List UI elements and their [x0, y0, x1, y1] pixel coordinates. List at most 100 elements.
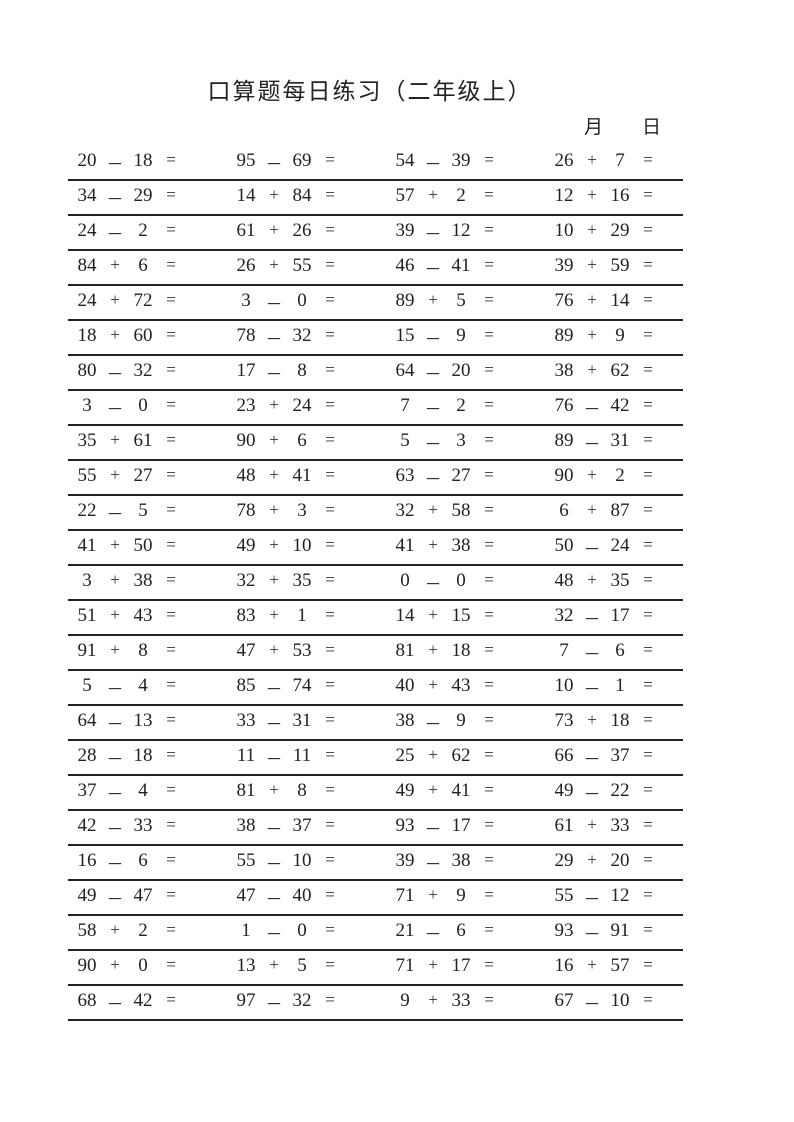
- operand-a: 42: [77, 815, 97, 836]
- operand-a: 34: [77, 185, 97, 206]
- equals-sign: =: [484, 255, 494, 274]
- equals-sign: =: [325, 430, 335, 449]
- operand-b: 9: [456, 710, 466, 731]
- operator: +: [587, 255, 597, 274]
- equals-sign: =: [166, 640, 176, 659]
- problem-row: 42 － 33 = 38 － 37 = 93 － 17 = 61 +33 =: [68, 809, 683, 846]
- equals-sign: =: [325, 710, 335, 729]
- operator: －: [106, 715, 124, 734]
- equals-sign: =: [325, 815, 335, 834]
- operand-a: 10: [554, 675, 574, 696]
- equals-sign: =: [484, 605, 494, 624]
- equals-sign: =: [643, 535, 653, 554]
- equals-sign: =: [484, 850, 494, 869]
- equals-sign: =: [325, 395, 335, 414]
- operator: －: [106, 225, 124, 244]
- operator: －: [265, 715, 283, 734]
- problem-row: 18 +60 = 78 － 32 = 15 － 9 = 89 +9 =: [68, 319, 683, 356]
- equals-sign: =: [484, 745, 494, 764]
- operand-b: 2: [456, 395, 466, 416]
- operand-a: 68: [77, 990, 97, 1011]
- operand-b: 18: [451, 640, 471, 661]
- operator: +: [587, 570, 597, 589]
- operand-b: 1: [297, 605, 307, 626]
- operand-b: 62: [610, 360, 630, 381]
- problem-row: 84 +6 = 26 +55 = 46 － 41 = 39 +59 =: [68, 249, 683, 286]
- operand-a: 12: [554, 185, 574, 206]
- operand-b: 27: [133, 465, 153, 486]
- operator: +: [587, 360, 597, 379]
- operand-a: 14: [395, 605, 415, 626]
- operator: +: [269, 500, 279, 519]
- operand-a: 20: [77, 150, 97, 171]
- operator: －: [583, 400, 601, 419]
- operand-b: 22: [610, 780, 630, 801]
- problem-row: 55 +27 = 48 +41 = 63 － 27 = 90 +2 =: [68, 459, 683, 496]
- operator: －: [106, 785, 124, 804]
- operand-b: 4: [138, 675, 148, 696]
- equals-sign: =: [166, 185, 176, 204]
- operator: +: [587, 955, 597, 974]
- equals-sign: =: [166, 150, 176, 169]
- equals-sign: =: [166, 535, 176, 554]
- operand-b: 42: [610, 395, 630, 416]
- operand-b: 0: [297, 290, 307, 311]
- operand-a: 24: [77, 220, 97, 241]
- operand-a: 25: [395, 745, 415, 766]
- month-label: 月: [584, 116, 604, 138]
- operator: －: [106, 855, 124, 874]
- operator: －: [583, 925, 601, 944]
- problem-row: 91 +8 = 47 +53 = 81 +18 = 7 － 6 =: [68, 634, 683, 671]
- equals-sign: =: [325, 605, 335, 624]
- equals-sign: =: [484, 465, 494, 484]
- operator: +: [269, 395, 279, 414]
- operand-b: 0: [456, 570, 466, 591]
- operand-a: 21: [395, 920, 415, 941]
- equals-sign: =: [325, 675, 335, 694]
- operand-a: 55: [554, 885, 574, 906]
- problem-row: 35 +61 = 90 +6 = 5 － 3 = 89 － 31 =: [68, 424, 683, 461]
- operand-b: 57: [610, 955, 630, 976]
- operator: +: [269, 185, 279, 204]
- equals-sign: =: [484, 500, 494, 519]
- problem-row: 34 － 29 = 14 +84 = 57 +2 = 12 +16 =: [68, 179, 683, 216]
- equals-sign: =: [166, 920, 176, 939]
- equals-sign: =: [484, 535, 494, 554]
- operator: +: [428, 535, 438, 554]
- operand-b: 47: [133, 885, 153, 906]
- equals-sign: =: [166, 465, 176, 484]
- operand-b: 33: [451, 990, 471, 1011]
- operand-b: 2: [138, 920, 148, 941]
- operand-a: 95: [236, 150, 256, 171]
- operand-a: 78: [236, 500, 256, 521]
- operator: －: [583, 540, 601, 559]
- equals-sign: =: [643, 465, 653, 484]
- equals-sign: =: [643, 780, 653, 799]
- equals-sign: =: [325, 255, 335, 274]
- equals-sign: =: [166, 430, 176, 449]
- operator: +: [269, 465, 279, 484]
- operand-b: 42: [133, 990, 153, 1011]
- operator: －: [265, 295, 283, 314]
- equals-sign: =: [325, 920, 335, 939]
- operand-b: 60: [133, 325, 153, 346]
- operand-a: 90: [554, 465, 574, 486]
- operator: －: [424, 435, 442, 454]
- operand-b: 87: [610, 500, 630, 521]
- operand-a: 61: [554, 815, 574, 836]
- operator: +: [587, 465, 597, 484]
- operator: +: [110, 640, 120, 659]
- operand-b: 40: [292, 885, 312, 906]
- operator: +: [269, 220, 279, 239]
- operand-b: 24: [610, 535, 630, 556]
- operand-b: 20: [451, 360, 471, 381]
- operand-a: 47: [236, 640, 256, 661]
- operand-a: 80: [77, 360, 97, 381]
- operand-b: 41: [451, 780, 471, 801]
- operand-b: 74: [292, 675, 312, 696]
- operator: －: [424, 470, 442, 489]
- equals-sign: =: [166, 395, 176, 414]
- operand-a: 90: [236, 430, 256, 451]
- equals-sign: =: [325, 465, 335, 484]
- operand-b: 2: [615, 465, 625, 486]
